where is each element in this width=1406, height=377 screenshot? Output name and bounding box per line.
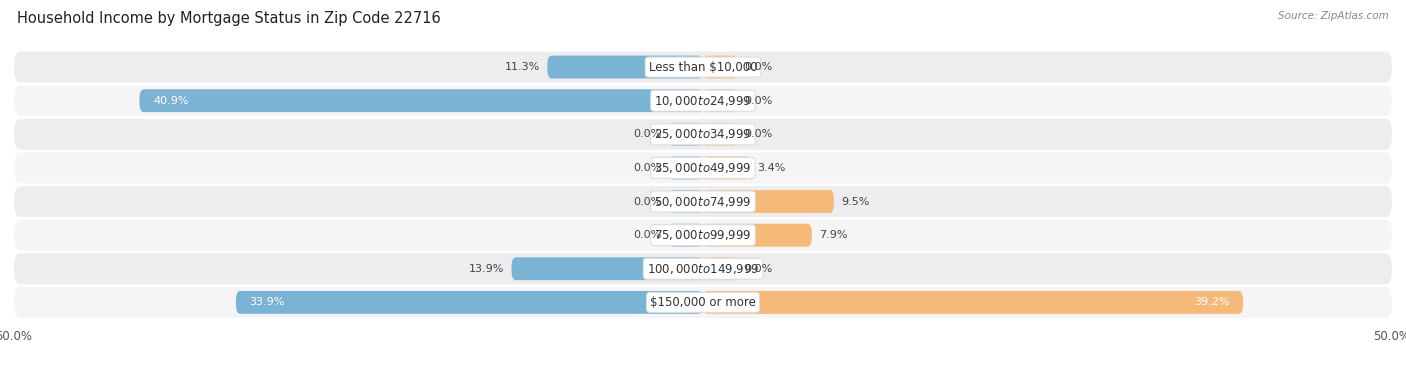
Text: $150,000 or more: $150,000 or more	[650, 296, 756, 309]
Text: $75,000 to $99,999: $75,000 to $99,999	[654, 228, 752, 242]
FancyBboxPatch shape	[703, 123, 738, 146]
Text: 0.0%: 0.0%	[744, 96, 772, 106]
FancyBboxPatch shape	[669, 190, 703, 213]
Text: 9.5%: 9.5%	[841, 196, 869, 207]
FancyBboxPatch shape	[547, 56, 703, 78]
FancyBboxPatch shape	[14, 186, 1392, 217]
Text: 0.0%: 0.0%	[634, 230, 662, 240]
Text: 0.0%: 0.0%	[634, 129, 662, 139]
FancyBboxPatch shape	[669, 123, 703, 146]
FancyBboxPatch shape	[669, 224, 703, 247]
Text: 0.0%: 0.0%	[744, 62, 772, 72]
FancyBboxPatch shape	[703, 224, 811, 247]
FancyBboxPatch shape	[139, 89, 703, 112]
Text: 0.0%: 0.0%	[634, 196, 662, 207]
FancyBboxPatch shape	[14, 119, 1392, 150]
FancyBboxPatch shape	[703, 190, 834, 213]
Text: $35,000 to $49,999: $35,000 to $49,999	[654, 161, 752, 175]
Text: $25,000 to $34,999: $25,000 to $34,999	[654, 127, 752, 141]
FancyBboxPatch shape	[14, 287, 1392, 318]
Text: Source: ZipAtlas.com: Source: ZipAtlas.com	[1278, 11, 1389, 21]
FancyBboxPatch shape	[14, 220, 1392, 251]
Text: 39.2%: 39.2%	[1194, 297, 1229, 307]
FancyBboxPatch shape	[14, 152, 1392, 183]
FancyBboxPatch shape	[669, 156, 703, 179]
Text: $50,000 to $74,999: $50,000 to $74,999	[654, 195, 752, 208]
Text: $100,000 to $149,999: $100,000 to $149,999	[647, 262, 759, 276]
Text: 0.0%: 0.0%	[744, 264, 772, 274]
Text: $10,000 to $24,999: $10,000 to $24,999	[654, 94, 752, 108]
Text: Household Income by Mortgage Status in Zip Code 22716: Household Income by Mortgage Status in Z…	[17, 11, 440, 26]
FancyBboxPatch shape	[236, 291, 703, 314]
Text: 0.0%: 0.0%	[744, 129, 772, 139]
Text: 0.0%: 0.0%	[634, 163, 662, 173]
FancyBboxPatch shape	[703, 56, 738, 78]
Text: 40.9%: 40.9%	[153, 96, 188, 106]
FancyBboxPatch shape	[703, 156, 749, 179]
Text: 3.4%: 3.4%	[756, 163, 785, 173]
Text: 33.9%: 33.9%	[250, 297, 285, 307]
FancyBboxPatch shape	[512, 257, 703, 280]
Text: 7.9%: 7.9%	[818, 230, 848, 240]
FancyBboxPatch shape	[703, 291, 1243, 314]
Text: 11.3%: 11.3%	[505, 62, 540, 72]
FancyBboxPatch shape	[14, 85, 1392, 116]
FancyBboxPatch shape	[14, 52, 1392, 83]
Text: Less than $10,000: Less than $10,000	[648, 61, 758, 74]
Legend: Without Mortgage, With Mortgage: Without Mortgage, With Mortgage	[565, 373, 841, 377]
FancyBboxPatch shape	[703, 257, 738, 280]
FancyBboxPatch shape	[14, 253, 1392, 284]
FancyBboxPatch shape	[703, 89, 738, 112]
Text: 13.9%: 13.9%	[470, 264, 505, 274]
